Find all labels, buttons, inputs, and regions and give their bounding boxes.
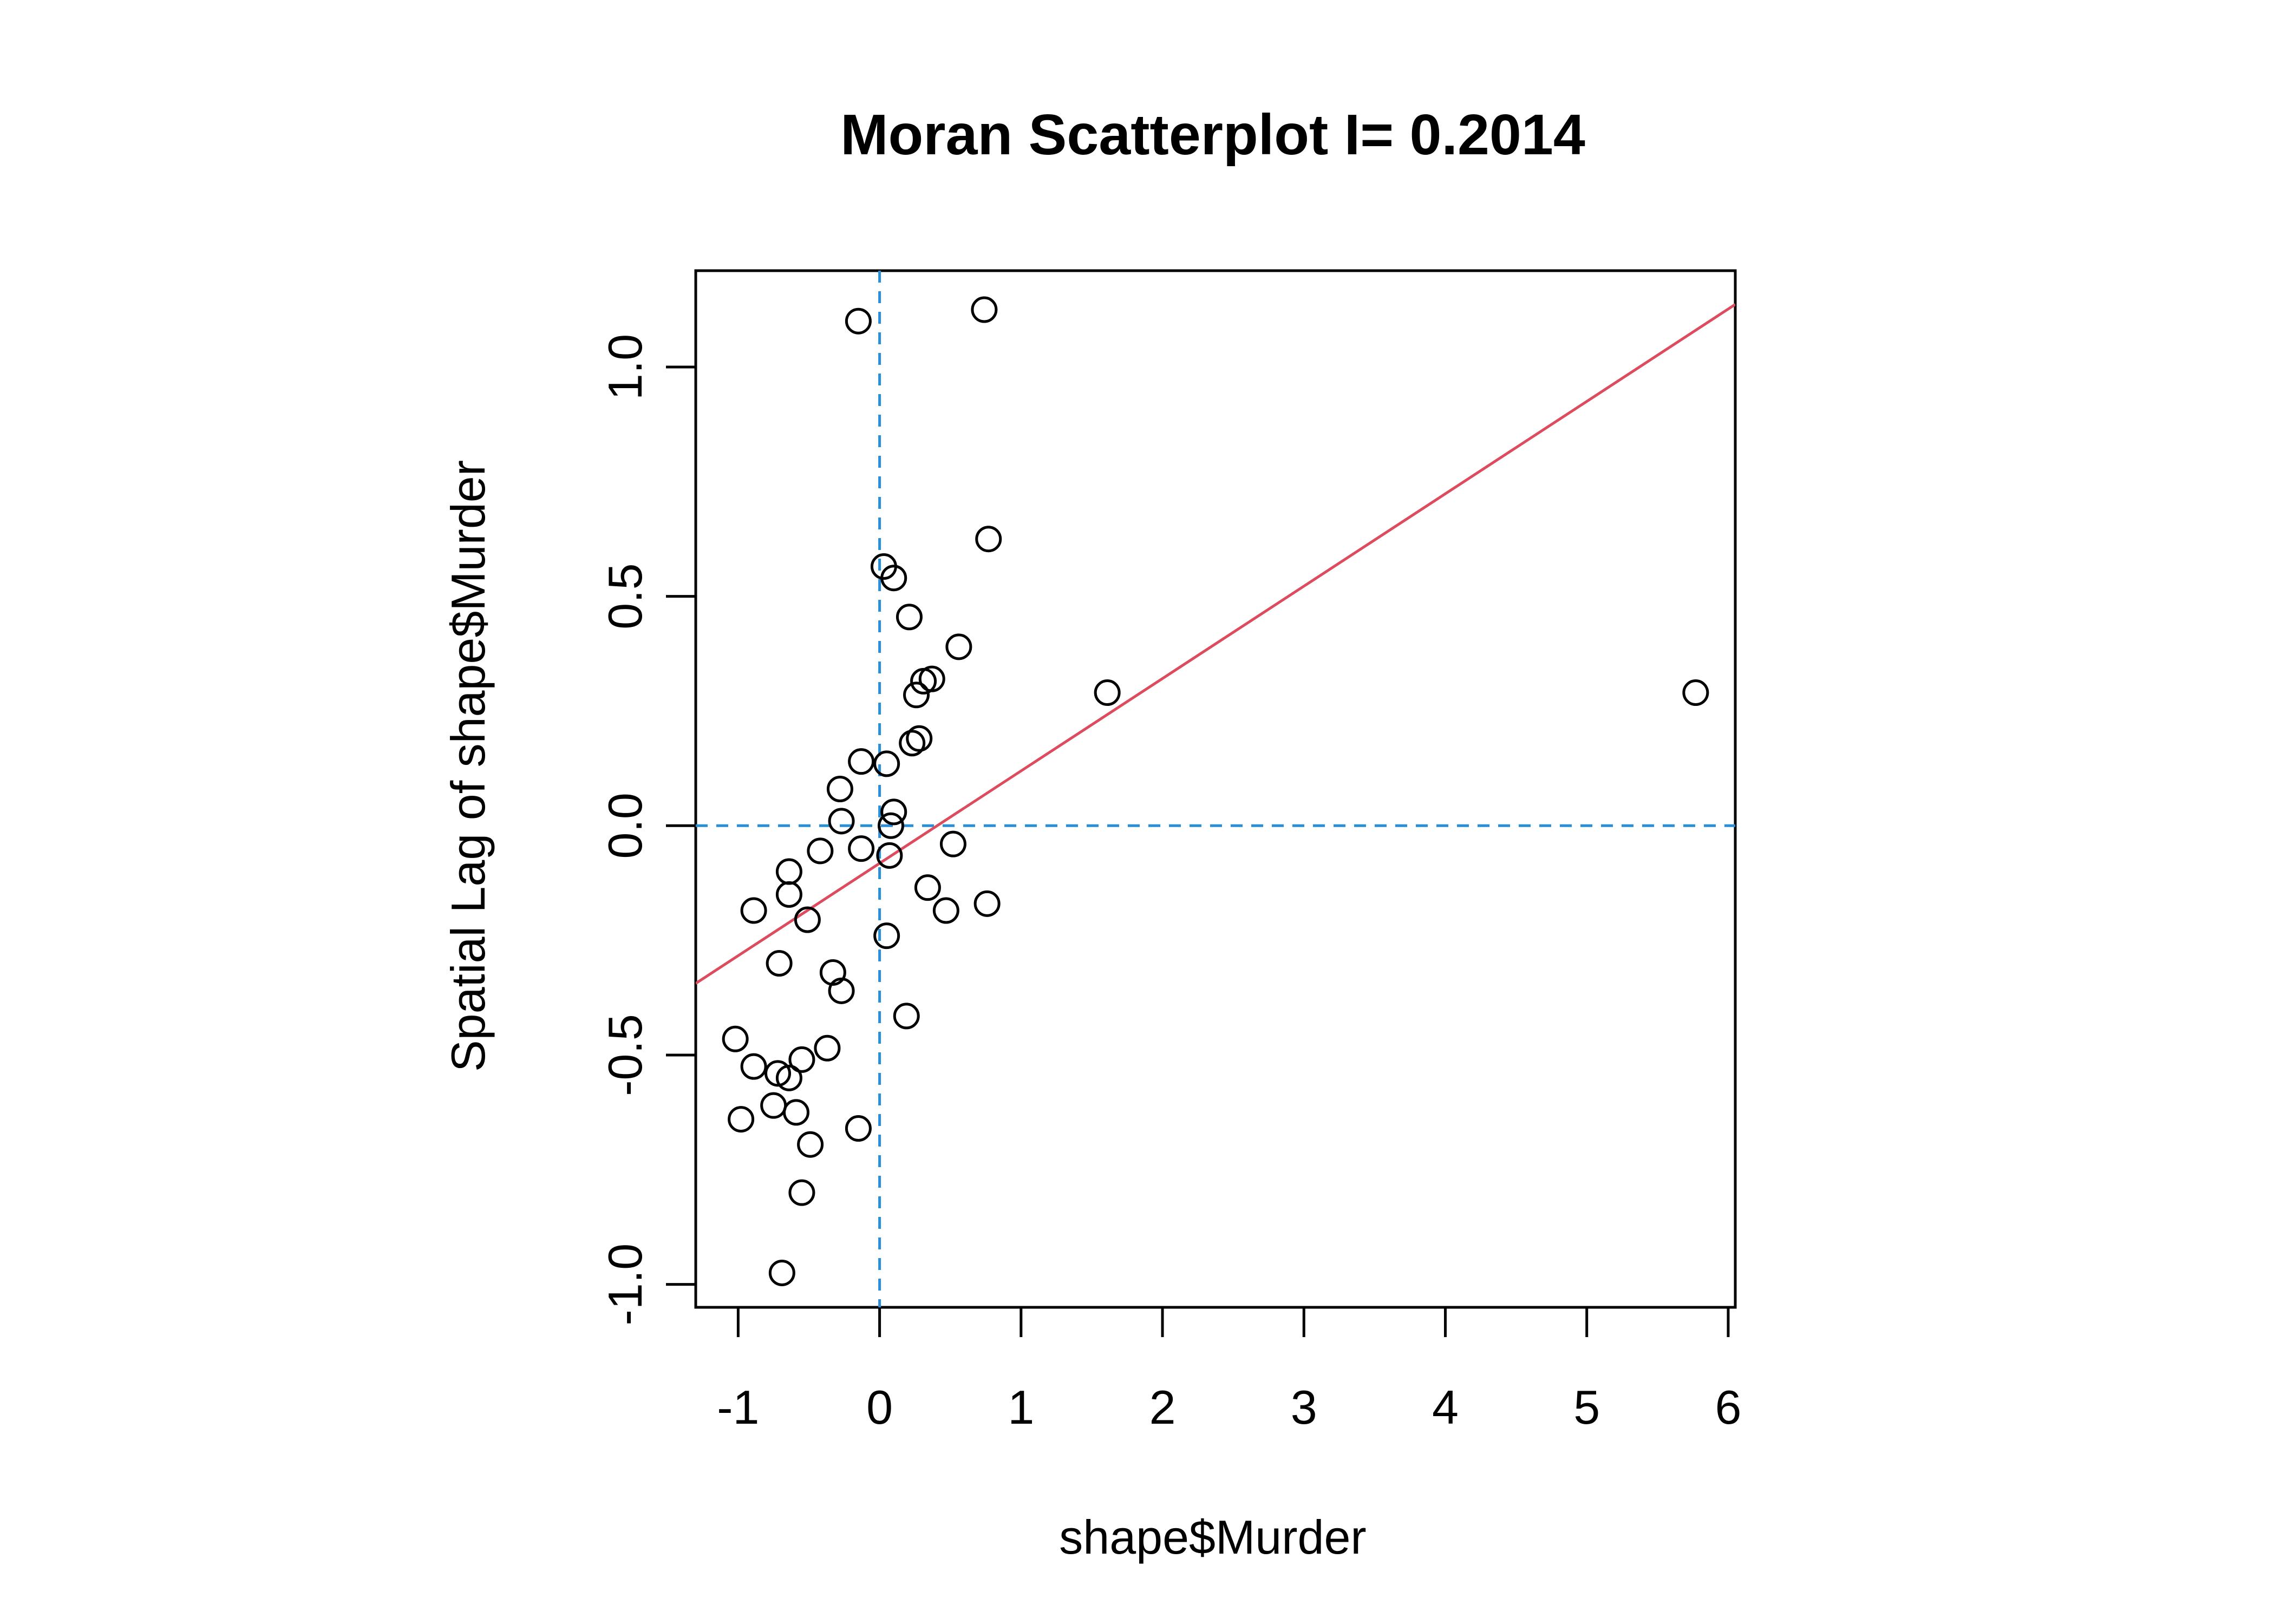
chart-title: Moran Scatterplot I= 0.2014 (840, 103, 1585, 167)
data-point (896, 604, 923, 631)
y-tick-label: 1.0 (598, 334, 652, 400)
data-point (877, 812, 904, 839)
data-point (728, 1106, 755, 1133)
data-point (903, 682, 930, 709)
data-point (899, 730, 926, 757)
y-tick-label: -1.0 (598, 1243, 652, 1326)
data-point (1682, 679, 1709, 706)
regression-line (696, 303, 1735, 985)
plot-area: -1 0 1 2 3 4 5 6 -1.0 -0.5 0.0 0.5 1.0 (598, 269, 1741, 1434)
x-tick-label: 2 (1149, 1380, 1176, 1434)
plot-frame (694, 269, 1737, 1309)
data-point (880, 565, 907, 592)
data-point (932, 897, 959, 924)
data-point (768, 1259, 795, 1286)
y-tick-label: -0.5 (598, 1014, 652, 1096)
y-axis-title: Spatial Lag of shape$Murder (441, 460, 495, 1072)
data-point (845, 1115, 872, 1142)
data-point (1094, 679, 1121, 706)
data-point (945, 633, 972, 660)
data-point (971, 296, 998, 323)
data-point (848, 748, 875, 775)
data-point (775, 858, 802, 885)
data-point (794, 906, 821, 933)
data-point (906, 725, 933, 752)
data-point (788, 1179, 815, 1206)
data-point (722, 1025, 749, 1052)
x-tick-label: 3 (1291, 1380, 1317, 1434)
data-point (760, 1092, 787, 1119)
x-axis-title: shape$Murder (1059, 1510, 1366, 1564)
data-point (764, 1060, 792, 1087)
data-point (775, 881, 802, 908)
data-point (828, 977, 855, 1004)
data-point (873, 922, 900, 949)
data-point (740, 897, 767, 924)
data-point (975, 526, 1002, 553)
data-point (848, 835, 875, 862)
data-point (797, 1131, 824, 1158)
data-point (740, 1053, 767, 1080)
data-point (914, 874, 941, 901)
data-point (807, 837, 834, 865)
y-tick-label: 0.0 (598, 793, 652, 859)
x-tick-label: 5 (1573, 1380, 1600, 1434)
data-point (973, 890, 1001, 917)
x-tick-label: 4 (1432, 1380, 1459, 1434)
data-point (828, 808, 855, 835)
data-point (814, 1034, 841, 1062)
x-tick-label: 0 (866, 1380, 893, 1434)
y-tick-label: 0.5 (598, 563, 652, 629)
data-point (826, 776, 853, 802)
x-tick-label: -1 (717, 1380, 759, 1434)
x-tick-label: 6 (1715, 1380, 1741, 1434)
data-point (845, 307, 872, 335)
data-point (766, 949, 793, 977)
data-point (775, 1064, 802, 1091)
data-point (893, 1003, 920, 1030)
data-point (918, 665, 945, 692)
data-point (788, 1046, 815, 1073)
data-point (873, 750, 900, 777)
data-point (782, 1099, 809, 1126)
x-tick-label: 1 (1008, 1380, 1034, 1434)
data-point (939, 830, 966, 857)
data-point (876, 842, 903, 869)
data-point (880, 798, 907, 826)
